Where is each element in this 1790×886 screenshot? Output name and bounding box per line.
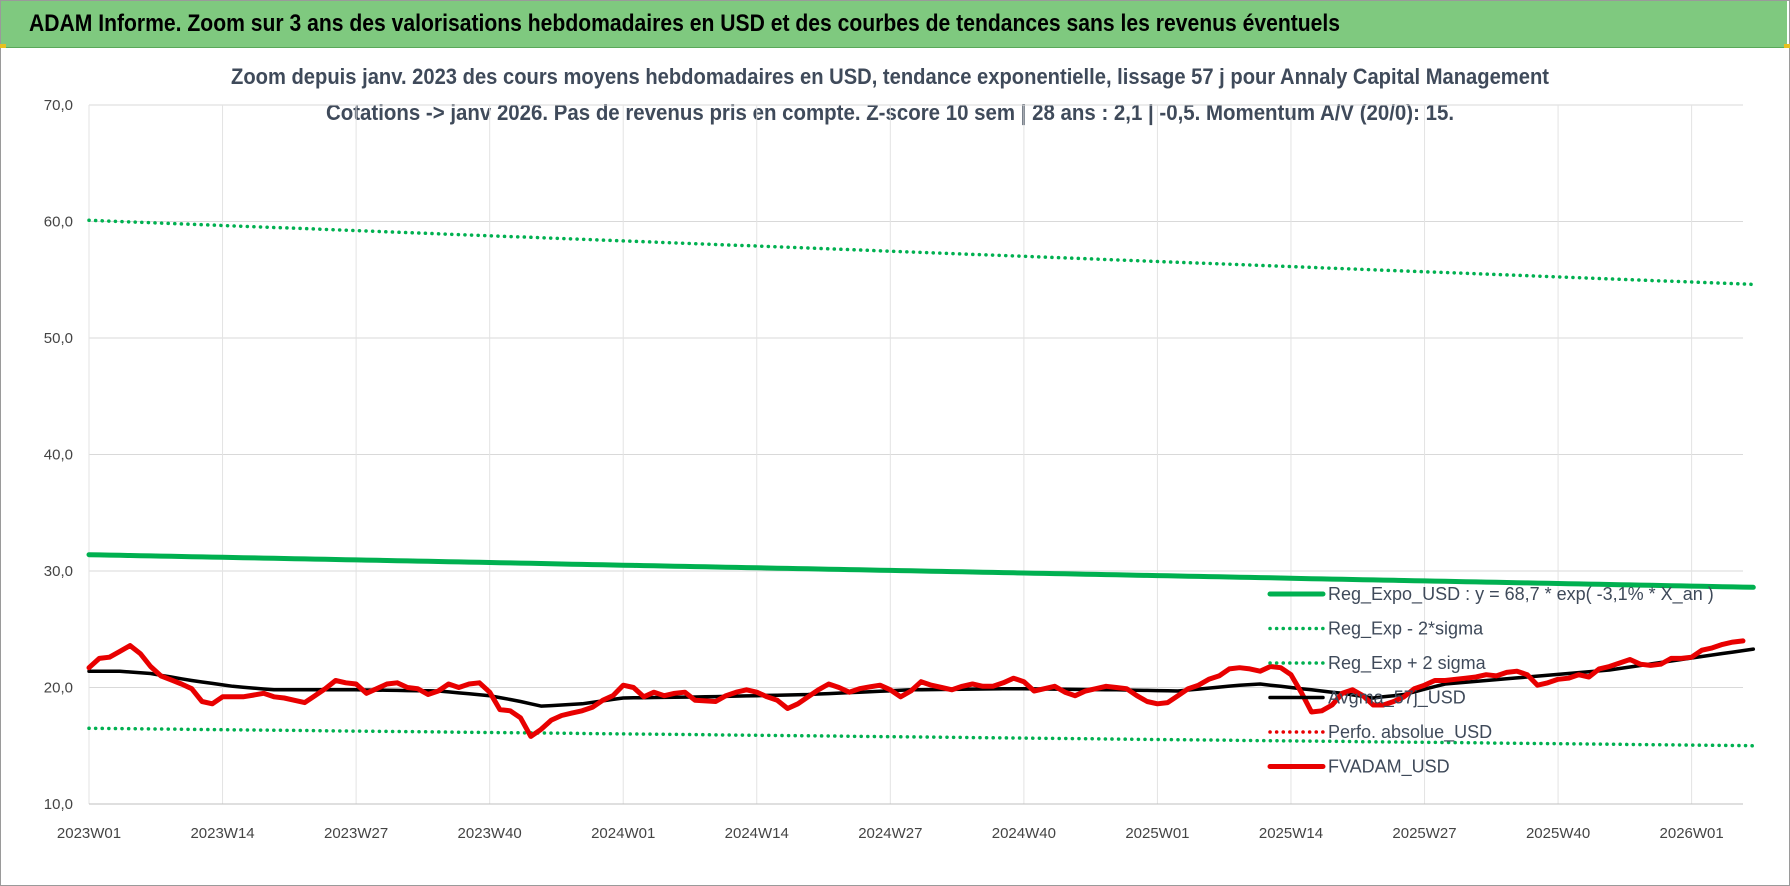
y-tick-label: 70,0 [44, 97, 73, 114]
y-tick-label: 30,0 [44, 563, 73, 580]
x-tick-label: 2024W27 [858, 825, 922, 842]
y-tick-label: 40,0 [44, 447, 73, 464]
y-tick-label: 20,0 [44, 680, 73, 697]
series-line [86, 552, 1756, 590]
y-tick-label: 10,0 [44, 796, 73, 813]
legend-label: Reg_Exp - 2*sigma [1328, 619, 1484, 640]
legend-label: Reg_Expo_USD : y = 68,7 * exp( -3,1% * X… [1328, 584, 1714, 605]
report-title: ADAM Informe. Zoom sur 3 ans des valoris… [29, 10, 1341, 37]
x-tick-label: 2024W14 [725, 825, 789, 842]
x-tick-label: 2025W40 [1526, 825, 1590, 842]
x-axis: 2023W01 2023W14 2023W27 2023W40 2024W01 2024W… [57, 803, 1743, 842]
series-line [87, 647, 1756, 708]
y-tick-label: 50,0 [44, 330, 73, 347]
chart-title-line-1: Zoom depuis janv. 2023 des cours moyens … [231, 64, 1550, 89]
x-tick-label: 2025W27 [1392, 825, 1456, 842]
legend: Reg_Expo_USD : y = 68,7 * exp( -3,1% * X… [1267, 584, 1714, 778]
gridlines [88, 104, 1743, 805]
series-line [86, 638, 1746, 739]
legend-label: Avgma_57j_USD [1328, 688, 1466, 709]
y-tick-label: 60,0 [44, 214, 73, 231]
line-chart: Zoom depuis janv. 2023 des cours moyens … [44, 64, 1756, 842]
x-tick-label: 2026W01 [1660, 825, 1724, 842]
series-layer [86, 218, 1756, 748]
x-tick-label: 2024W01 [591, 825, 655, 842]
legend-label: Perfo. absolue_USD [1328, 722, 1492, 743]
x-tick-label: 2023W40 [458, 825, 522, 842]
series-line [87, 218, 1756, 287]
legend-label: FVADAM_USD [1328, 757, 1450, 778]
x-tick-label: 2025W14 [1259, 825, 1323, 842]
x-tick-label: 2023W01 [57, 825, 121, 842]
y-axis: 10,0 20,0 30,0 40,0 50,0 60,0 70,0 [44, 97, 73, 813]
x-tick-label: 2025W01 [1125, 825, 1189, 842]
x-tick-label: 2023W14 [190, 825, 254, 842]
x-tick-label: 2024W40 [992, 825, 1056, 842]
corner-marker-left [0, 44, 6, 48]
series-line [87, 726, 1756, 748]
x-tick-label: 2023W27 [324, 825, 388, 842]
legend-label: Reg_Exp + 2 sigma [1328, 653, 1487, 674]
corner-marker-right [1784, 44, 1790, 48]
report-banner: ADAM Informe. Zoom sur 3 ans des valoris… [1, 1, 1787, 48]
